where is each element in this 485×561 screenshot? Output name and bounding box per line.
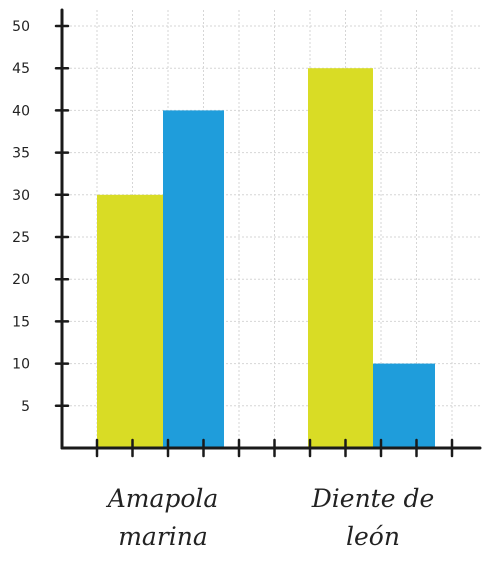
labels: 5 10 15 20 25 30 35 40 45 50 Amapola marina Diente d…: [12, 19, 434, 551]
bars: [97, 68, 435, 449]
y-tick-label: 25: [12, 230, 30, 246]
y-tick-label: 30: [12, 188, 30, 204]
y-tick-label: 20: [12, 272, 30, 288]
axes: [54, 8, 482, 458]
bar: [97, 194, 163, 448]
category-label: león: [346, 522, 400, 551]
y-tick-label: 35: [12, 146, 30, 162]
y-tick-label: 15: [12, 314, 30, 330]
y-tick-label: 5: [21, 399, 30, 415]
y-tick-label: 50: [12, 19, 30, 35]
bar: [308, 68, 373, 448]
category-label: marina: [118, 522, 208, 551]
category-label: Diente de: [311, 484, 435, 513]
category-label: Amapola: [106, 484, 219, 513]
bar: [163, 110, 224, 449]
bar: [373, 363, 435, 448]
y-tick-label: 45: [12, 61, 30, 77]
y-tick-label: 40: [12, 103, 30, 119]
y-tick-label: 10: [12, 357, 30, 373]
